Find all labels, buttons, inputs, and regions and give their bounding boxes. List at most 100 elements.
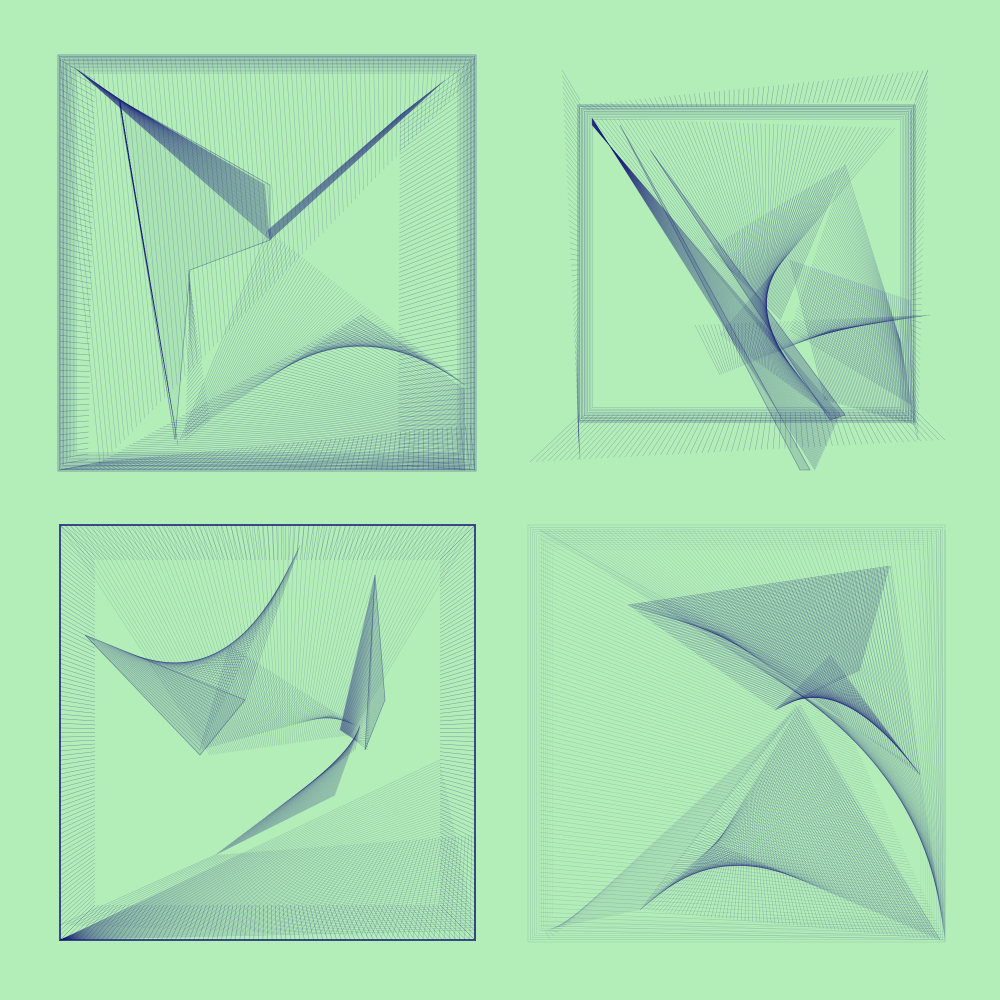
inner-frame-line-8 bbox=[590, 117, 903, 410]
inner-frame-line-0 bbox=[577, 104, 916, 423]
frame-line-6 bbox=[66, 63, 468, 463]
left-tilt-fan-lines bbox=[561, 69, 581, 461]
bottom-frame-fan bbox=[59, 904, 476, 941]
frame-line-5 bbox=[64, 61, 470, 465]
middle-shard-fan-lines bbox=[199, 644, 356, 751]
middle-curve-fan-lines bbox=[774, 654, 921, 776]
center-bottom-fan bbox=[59, 835, 476, 940]
right-frame-fan bbox=[439, 524, 476, 941]
inner-frame-line-7 bbox=[588, 115, 905, 412]
top-tilt-fan-lines bbox=[579, 69, 929, 111]
top-diagonal-fan-lines bbox=[539, 529, 946, 940]
cross-shard-fan-1 bbox=[591, 117, 896, 416]
bottom-tilt-fan bbox=[529, 409, 946, 463]
cross-shard-fan-2-lines bbox=[591, 117, 841, 471]
upper-shard-fan-lines bbox=[627, 565, 921, 776]
right-curve-fan bbox=[789, 259, 916, 426]
lower-sweep-fan bbox=[639, 704, 941, 941]
frame-line-3 bbox=[61, 58, 473, 468]
left-frame-fan bbox=[59, 524, 96, 941]
art-panel-bottom-left bbox=[0, 500, 500, 1000]
curve-shard-fan bbox=[214, 724, 361, 856]
horizontal-shard-fan-lines bbox=[694, 314, 931, 376]
frame-line-4 bbox=[63, 60, 471, 466]
upper-right-fan-lines bbox=[267, 79, 446, 241]
faint-frame-line-10 bbox=[549, 546, 924, 921]
right-edge-fan-lines bbox=[397, 57, 476, 471]
frame-line-12 bbox=[74, 71, 460, 455]
bottom-edge-fan bbox=[59, 424, 476, 471]
faint-frame-line-8 bbox=[545, 542, 928, 925]
right-tilt-fan-lines bbox=[909, 69, 929, 441]
frame-line-11 bbox=[73, 70, 461, 456]
shard-a bbox=[84, 634, 246, 756]
faint-frame-line-5 bbox=[538, 535, 935, 932]
art-panel-bottom-right bbox=[500, 500, 1000, 1000]
faint-frame-line-2 bbox=[532, 529, 941, 938]
left-frame-fan-lines bbox=[59, 524, 96, 941]
bottom-tilt-fan-lines bbox=[529, 409, 946, 463]
curve-shard-fan-lines bbox=[214, 724, 361, 856]
right-frame-fan-lines bbox=[439, 524, 476, 941]
lower-triangle-fan bbox=[94, 314, 466, 471]
bottom-edge-fan-lines bbox=[59, 424, 476, 471]
frame-line-9 bbox=[70, 67, 464, 459]
curve-shard-fan bbox=[789, 164, 913, 406]
center-top-fan-lines bbox=[59, 524, 476, 756]
center-top-fan bbox=[59, 524, 476, 756]
left-shard-fan-lines bbox=[84, 544, 301, 751]
inner-frame-line-1 bbox=[579, 106, 914, 421]
thin-shard-fan-lines bbox=[339, 574, 376, 751]
diagonal-fan-lines bbox=[179, 229, 466, 441]
art-panel-top-right-svg bbox=[529, 69, 946, 471]
inner-frame-line-5 bbox=[585, 112, 908, 415]
center-bottom-fan-lines bbox=[59, 835, 476, 940]
faint-frame-line-9 bbox=[547, 544, 926, 923]
cross-shard-fan-1-lines bbox=[591, 117, 896, 416]
lower-curve-fan-lines bbox=[639, 704, 941, 941]
lower-triangle-fan-lines bbox=[94, 314, 466, 471]
horizontal-shard-fan bbox=[694, 314, 931, 376]
faint-frame-line-7 bbox=[543, 540, 930, 927]
top-edge-fan-lines bbox=[59, 57, 476, 466]
upper-curve-fan-lines bbox=[627, 565, 891, 711]
frame-line-0 bbox=[57, 54, 477, 472]
lower-left-fan bbox=[59, 759, 476, 941]
long-diagonal-fan bbox=[544, 704, 801, 941]
top-frame-fan-lines bbox=[59, 524, 476, 561]
art-panel-bottom-left-svg bbox=[59, 524, 476, 941]
diagonal-fan bbox=[179, 229, 466, 441]
dark-blade-1 bbox=[649, 149, 846, 421]
outer-frame bbox=[59, 524, 476, 941]
swoosh-fan-lines bbox=[74, 67, 271, 241]
middle-curve-fan bbox=[774, 654, 921, 776]
top-diagonal-fan bbox=[539, 529, 946, 940]
thin-shard-fan bbox=[339, 574, 376, 751]
curve-shard-fan-lines bbox=[789, 164, 913, 406]
frame-line-2 bbox=[60, 57, 474, 469]
faint-frame-line-1 bbox=[530, 527, 944, 941]
lower-sweep-fan-lines bbox=[639, 704, 941, 941]
faint-frame-line-4 bbox=[536, 533, 937, 934]
art-panel-top-left bbox=[0, 0, 500, 500]
inner-frame-line-3 bbox=[582, 109, 911, 418]
top-frame-fan bbox=[59, 524, 476, 561]
art-panel-top-right bbox=[500, 0, 1000, 500]
right-curve-fan-lines bbox=[789, 259, 916, 426]
top-tilt-fan bbox=[579, 69, 929, 111]
top-edge-fan bbox=[59, 57, 476, 466]
bottom-frame-fan-lines bbox=[59, 904, 476, 941]
frame-line-1 bbox=[59, 56, 475, 470]
faint-frame-line-6 bbox=[541, 538, 933, 930]
faint-frame-line-3 bbox=[534, 531, 939, 936]
shard-b bbox=[364, 574, 386, 751]
inner-frame-line-2 bbox=[580, 107, 913, 420]
faint-frame-line-0 bbox=[527, 524, 946, 943]
right-edge-fan bbox=[397, 57, 476, 471]
spiral-shard bbox=[119, 99, 271, 441]
art-panel-top-left-svg bbox=[57, 54, 477, 472]
left-tilt-fan bbox=[561, 69, 581, 461]
faint-frame-line-11 bbox=[552, 549, 922, 919]
frame-line-8 bbox=[68, 65, 466, 461]
